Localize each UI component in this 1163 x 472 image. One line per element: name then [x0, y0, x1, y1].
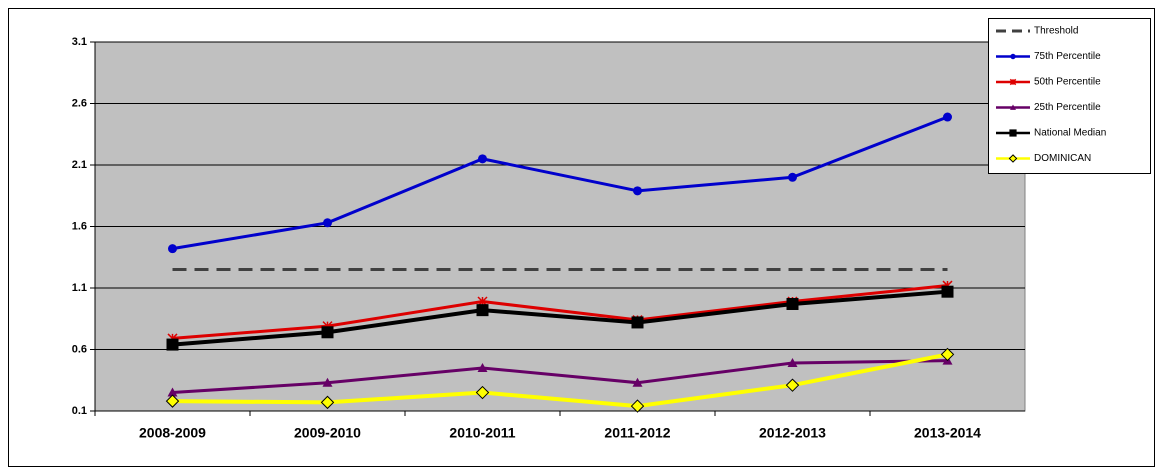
legend-label: National Median [1034, 128, 1106, 139]
marker [165, 394, 180, 408]
marker [633, 186, 642, 196]
legend-label: 50th Percentile [1034, 77, 1101, 88]
marker [785, 378, 800, 392]
marker [320, 395, 335, 410]
y-tick-label: 3.1 [72, 36, 87, 48]
marker [1009, 78, 1017, 86]
marker [168, 244, 177, 254]
y-tick-label: 2.1 [72, 159, 87, 171]
marker [476, 304, 489, 317]
marker [167, 387, 178, 397]
marker [943, 112, 952, 122]
marker [477, 362, 488, 372]
series-line [172, 359, 948, 395]
legend-label: Threshold [1034, 26, 1078, 37]
x-tick-label: 2011-2012 [604, 425, 670, 441]
y-tick-label: 0.1 [72, 405, 87, 417]
marker [475, 385, 490, 400]
marker [631, 316, 644, 329]
x-tick-label: 2010-2011 [449, 425, 515, 441]
y-tick-label: 1.1 [72, 282, 87, 294]
marker [941, 285, 954, 298]
legend-box [988, 18, 1151, 174]
marker [787, 358, 798, 368]
y-tick-label: 1.6 [72, 220, 87, 232]
legend-label: DOMINICAN [1034, 153, 1091, 164]
legend-label: 25th Percentile [1034, 102, 1101, 113]
marker [788, 172, 797, 182]
x-tick-label: 2013-2014 [914, 425, 981, 441]
marker [323, 218, 332, 228]
marker [1008, 154, 1018, 163]
marker [630, 399, 645, 413]
x-tick-label: 2009-2010 [294, 425, 361, 441]
series-line [172, 115, 949, 251]
marker [786, 297, 799, 310]
marker [166, 338, 179, 351]
marker [632, 377, 643, 387]
marker [940, 347, 955, 362]
y-tick-label: 0.6 [72, 343, 87, 355]
x-tick-label: 2008-2009 [139, 425, 206, 441]
marker [1010, 53, 1016, 60]
series-line [172, 289, 948, 347]
series-line [172, 284, 948, 340]
legend-label: 75th Percentile [1034, 51, 1101, 62]
x-tick-label: 2012-2013 [759, 425, 826, 441]
y-tick-label: 2.6 [72, 97, 87, 109]
series-line [172, 352, 948, 409]
marker [1009, 129, 1017, 137]
marker [321, 326, 334, 339]
marker [478, 154, 487, 164]
marker [1010, 104, 1016, 110]
marker [322, 377, 333, 387]
